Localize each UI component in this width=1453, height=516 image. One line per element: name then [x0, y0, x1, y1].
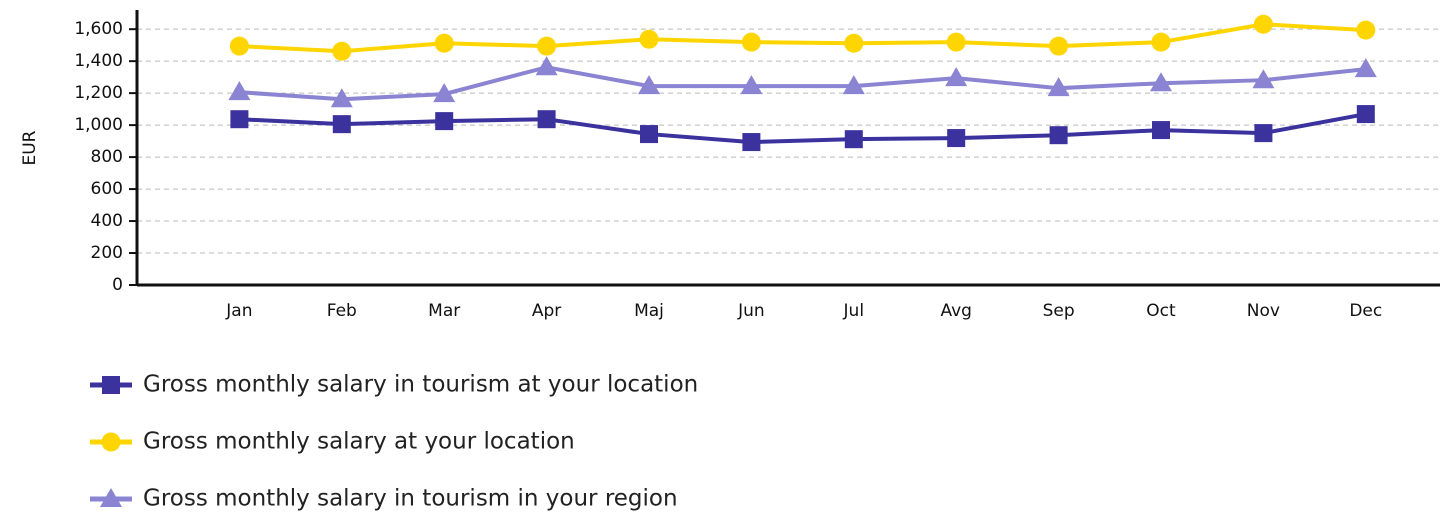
y-tick-label: 1,200 [74, 83, 123, 103]
series-line [239, 65, 1367, 102]
x-tick-label: Maj [634, 301, 664, 321]
data-point [1047, 77, 1070, 97]
x-tick-label: Nov [1247, 301, 1280, 321]
data-point [537, 110, 556, 129]
y-tick-label: 600 [91, 179, 123, 199]
data-point [537, 36, 557, 56]
x-tick-label: Apr [532, 301, 561, 321]
legend-marker [102, 376, 120, 394]
data-point [332, 41, 352, 61]
data-point [639, 29, 659, 49]
x-tick-label: Feb [327, 301, 357, 321]
data-point [742, 133, 761, 152]
data-point [1150, 72, 1172, 92]
legend-label: Gross monthly salary in tourism at your … [143, 372, 698, 398]
data-point [435, 112, 454, 131]
data-point [1356, 105, 1375, 124]
legend-label: Gross monthly salary at your location [143, 429, 575, 455]
data-point [1354, 58, 1377, 78]
data-point [740, 75, 763, 95]
x-tick-label: Avg [940, 301, 972, 321]
data-point [741, 32, 761, 52]
data-point [535, 56, 558, 76]
data-point [945, 67, 968, 87]
data-point [433, 83, 456, 103]
x-tick-label: Dec [1349, 301, 1382, 321]
series-line [239, 112, 1367, 145]
y-tick-label: 1,000 [74, 115, 123, 135]
data-point [1151, 32, 1171, 52]
x-tick-label: Jan [225, 301, 252, 321]
legend-marker [101, 432, 121, 452]
data-point [1049, 126, 1068, 145]
x-tick-label: Mar [428, 301, 460, 321]
data-point [1049, 36, 1069, 56]
data-point [946, 32, 966, 52]
y-tick-label: 200 [91, 243, 123, 263]
data-point [844, 130, 863, 149]
y-tick-label: 0 [112, 275, 123, 295]
data-point [638, 75, 660, 95]
data-point [1253, 14, 1273, 34]
y-axis-label: EUR [20, 130, 40, 165]
data-point [434, 33, 454, 53]
data-point [1356, 20, 1376, 40]
data-point [332, 115, 351, 134]
series-line [239, 22, 1366, 54]
data-point [1252, 69, 1275, 89]
data-point [229, 36, 249, 56]
data-point [1152, 121, 1170, 140]
x-tick-label: Oct [1146, 301, 1176, 321]
data-point [330, 88, 353, 108]
data-point [228, 81, 251, 101]
y-tick-label: 1,600 [74, 19, 123, 39]
y-tick-label: 400 [91, 211, 123, 231]
data-point [844, 33, 864, 53]
data-point [230, 110, 249, 129]
x-tick-label: Jul [843, 301, 865, 321]
data-point [1254, 124, 1273, 143]
y-tick-label: 1,400 [74, 51, 123, 71]
data-point [640, 125, 658, 144]
data-point [947, 129, 966, 148]
x-tick-label: Jun [737, 301, 765, 321]
legend-label: Gross monthly salary in tourism in your … [143, 486, 678, 512]
y-tick-label: 800 [91, 147, 123, 167]
legend-marker [100, 488, 122, 507]
x-tick-label: Sep [1043, 301, 1075, 321]
data-point [842, 75, 865, 95]
